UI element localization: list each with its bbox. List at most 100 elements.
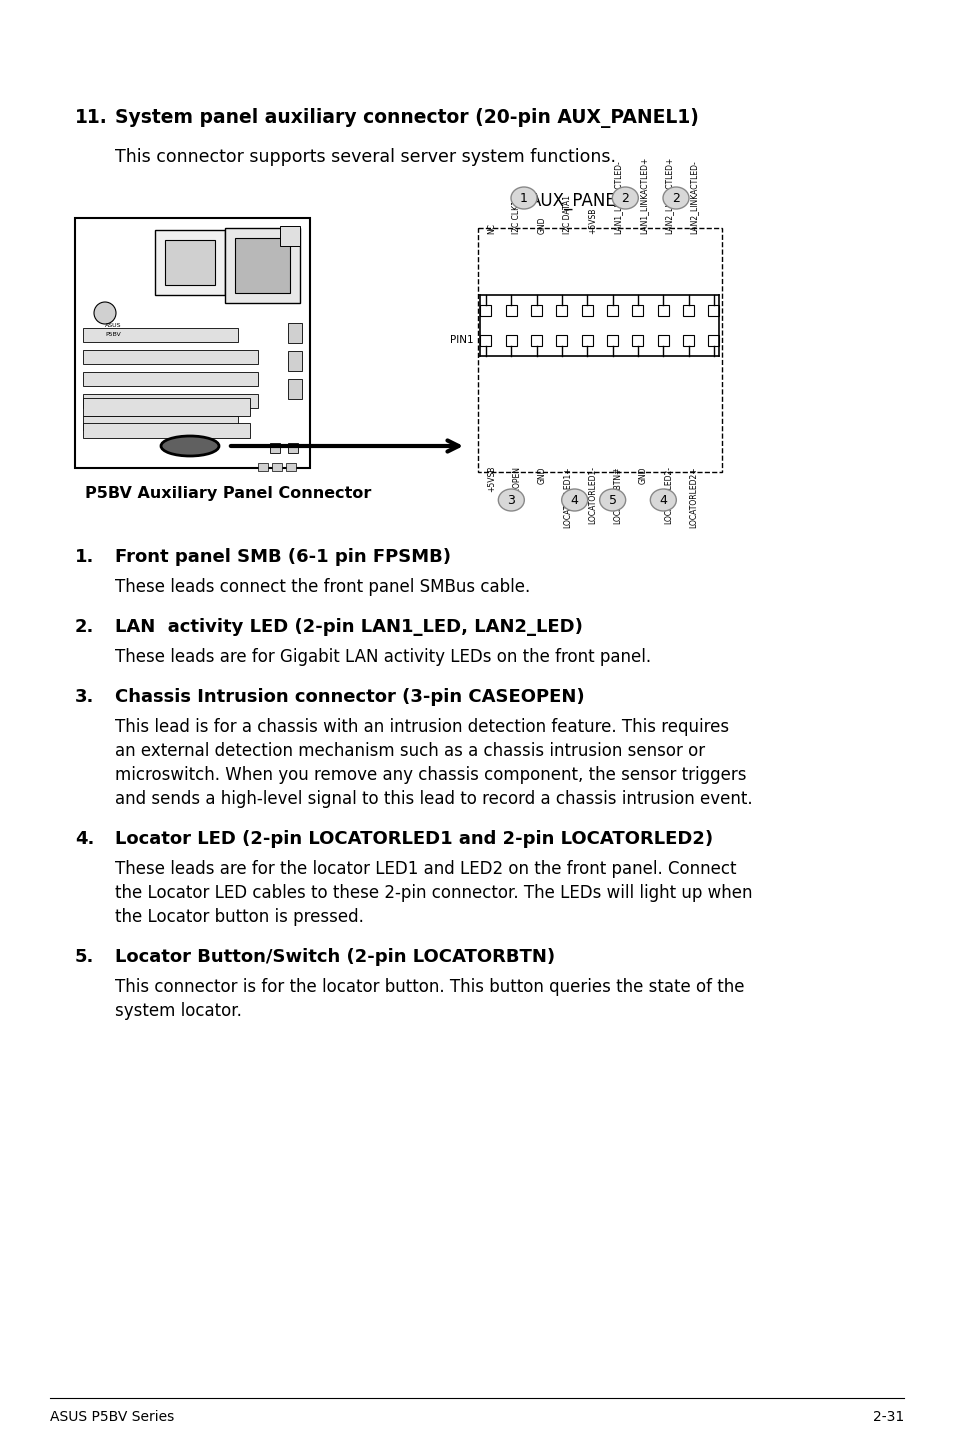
- Text: Locator Button/Switch (2-pin LOCATORBTN): Locator Button/Switch (2-pin LOCATORBTN): [115, 948, 555, 966]
- Text: PIN1: PIN1: [450, 335, 474, 345]
- Text: the Locator LED cables to these 2-pin connector. The LEDs will light up when: the Locator LED cables to these 2-pin co…: [115, 884, 752, 902]
- Polygon shape: [154, 230, 225, 295]
- Text: 4: 4: [570, 493, 578, 506]
- Polygon shape: [480, 305, 491, 315]
- Text: LAN  activity LED (2-pin LAN1_LED, LAN2_LED): LAN activity LED (2-pin LAN1_LED, LAN2_L…: [115, 618, 582, 636]
- Ellipse shape: [599, 489, 625, 510]
- Polygon shape: [83, 349, 257, 364]
- Text: These leads are for the locator LED1 and LED2 on the front panel. Connect: These leads are for the locator LED1 and…: [115, 860, 736, 879]
- Polygon shape: [581, 335, 592, 345]
- Text: LOCATORLED2-: LOCATORLED2-: [663, 466, 673, 523]
- Polygon shape: [225, 229, 299, 303]
- Text: 5: 5: [608, 493, 616, 506]
- Text: Chassis Intrusion connector (3-pin CASEOPEN): Chassis Intrusion connector (3-pin CASEO…: [115, 687, 584, 706]
- Text: LAN1_LINKACTLED-: LAN1_LINKACTLED-: [613, 160, 622, 234]
- Polygon shape: [682, 335, 694, 345]
- Text: NC: NC: [486, 223, 496, 234]
- Text: microswitch. When you remove any chassis component, the sensor triggers: microswitch. When you remove any chassis…: [115, 766, 745, 784]
- Polygon shape: [83, 416, 237, 430]
- Polygon shape: [257, 463, 268, 472]
- Text: This connector supports several server system functions.: This connector supports several server s…: [115, 148, 616, 165]
- Polygon shape: [480, 335, 491, 345]
- Text: 2: 2: [671, 191, 679, 204]
- Polygon shape: [606, 335, 618, 345]
- Polygon shape: [632, 335, 643, 345]
- Polygon shape: [288, 443, 297, 453]
- Text: 1.: 1.: [75, 548, 94, 567]
- Text: GND: GND: [537, 466, 546, 483]
- Text: These leads are for Gigabit LAN activity LEDs on the front panel.: These leads are for Gigabit LAN activity…: [115, 649, 651, 666]
- Polygon shape: [83, 372, 257, 385]
- Text: 1: 1: [519, 191, 527, 204]
- Text: Front panel SMB (6-1 pin FPSMB): Front panel SMB (6-1 pin FPSMB): [115, 548, 451, 567]
- Text: GND: GND: [639, 466, 647, 483]
- Polygon shape: [531, 335, 541, 345]
- Text: LOCATORBTN#: LOCATORBTN#: [613, 466, 622, 523]
- Polygon shape: [606, 305, 618, 315]
- Ellipse shape: [612, 187, 638, 209]
- Text: 4: 4: [659, 493, 666, 506]
- Ellipse shape: [161, 436, 219, 456]
- Polygon shape: [83, 423, 250, 439]
- Ellipse shape: [94, 302, 116, 324]
- Polygon shape: [270, 443, 280, 453]
- Text: the Locator button is pressed.: the Locator button is pressed.: [115, 907, 363, 926]
- Text: LAN2_LINKACTLED+: LAN2_LINKACTLED+: [663, 157, 673, 234]
- Polygon shape: [556, 335, 567, 345]
- Polygon shape: [581, 305, 592, 315]
- Polygon shape: [288, 324, 302, 344]
- Ellipse shape: [650, 489, 676, 510]
- Text: GND: GND: [537, 217, 546, 234]
- Text: system locator.: system locator.: [115, 1002, 242, 1020]
- Text: This lead is for a chassis with an intrusion detection feature. This requires: This lead is for a chassis with an intru…: [115, 718, 728, 736]
- Text: LAN1_LINKACTLED+: LAN1_LINKACTLED+: [639, 157, 647, 234]
- Ellipse shape: [497, 489, 524, 510]
- Polygon shape: [83, 394, 257, 408]
- Text: ASUS P5BV Series: ASUS P5BV Series: [50, 1411, 174, 1424]
- Polygon shape: [280, 226, 299, 246]
- Text: 3.: 3.: [75, 687, 94, 706]
- Polygon shape: [556, 305, 567, 315]
- Text: 11.: 11.: [75, 108, 108, 127]
- Text: 2.: 2.: [75, 618, 94, 636]
- Ellipse shape: [511, 187, 537, 209]
- Text: These leads connect the front panel SMBus cable.: These leads connect the front panel SMBu…: [115, 578, 530, 595]
- Polygon shape: [75, 219, 310, 467]
- Text: CASEOPEN: CASEOPEN: [512, 466, 520, 508]
- Ellipse shape: [662, 187, 688, 209]
- Polygon shape: [658, 335, 668, 345]
- Polygon shape: [288, 380, 302, 398]
- Text: This connector is for the locator button. This button queries the state of the: This connector is for the locator button…: [115, 978, 743, 997]
- Text: Locator LED (2-pin LOCATORLED1 and 2-pin LOCATORLED2): Locator LED (2-pin LOCATORLED1 and 2-pin…: [115, 830, 713, 848]
- Polygon shape: [234, 239, 290, 293]
- Text: LOCATORLED2+: LOCATORLED2+: [689, 466, 698, 528]
- Polygon shape: [658, 305, 668, 315]
- Text: I2C DATA1: I2C DATA1: [562, 196, 572, 234]
- Text: I2C CLK1: I2C CLK1: [512, 200, 520, 234]
- Polygon shape: [288, 351, 302, 371]
- Text: LOCATORLED1+: LOCATORLED1+: [562, 466, 572, 528]
- Polygon shape: [505, 335, 517, 345]
- Text: an external detection mechanism such as a chassis intrusion sensor or: an external detection mechanism such as …: [115, 742, 704, 761]
- Polygon shape: [272, 463, 282, 472]
- Polygon shape: [83, 328, 237, 342]
- Text: 2: 2: [620, 191, 629, 204]
- Text: AUX_PANEL1: AUX_PANEL1: [529, 193, 636, 210]
- Text: 3: 3: [507, 493, 515, 506]
- Polygon shape: [632, 305, 643, 315]
- Text: P5BV Auxiliary Panel Connector: P5BV Auxiliary Panel Connector: [85, 486, 371, 500]
- Polygon shape: [165, 240, 214, 285]
- Text: 4.: 4.: [75, 830, 94, 848]
- Polygon shape: [682, 305, 694, 315]
- Polygon shape: [708, 305, 719, 315]
- Polygon shape: [83, 398, 250, 416]
- Text: and sends a high-level signal to this lead to record a chassis intrusion event.: and sends a high-level signal to this le…: [115, 789, 752, 808]
- Text: P5BV: P5BV: [105, 332, 121, 336]
- Polygon shape: [531, 305, 541, 315]
- Text: +5VSB: +5VSB: [588, 207, 597, 234]
- Text: 5.: 5.: [75, 948, 94, 966]
- Text: LAN2_LINKACTLED-: LAN2_LINKACTLED-: [689, 160, 698, 234]
- Text: 2-31: 2-31: [872, 1411, 903, 1424]
- Text: System panel auxiliary connector (20-pin AUX_PANEL1): System panel auxiliary connector (20-pin…: [115, 108, 699, 128]
- Text: +5VSB: +5VSB: [486, 466, 496, 492]
